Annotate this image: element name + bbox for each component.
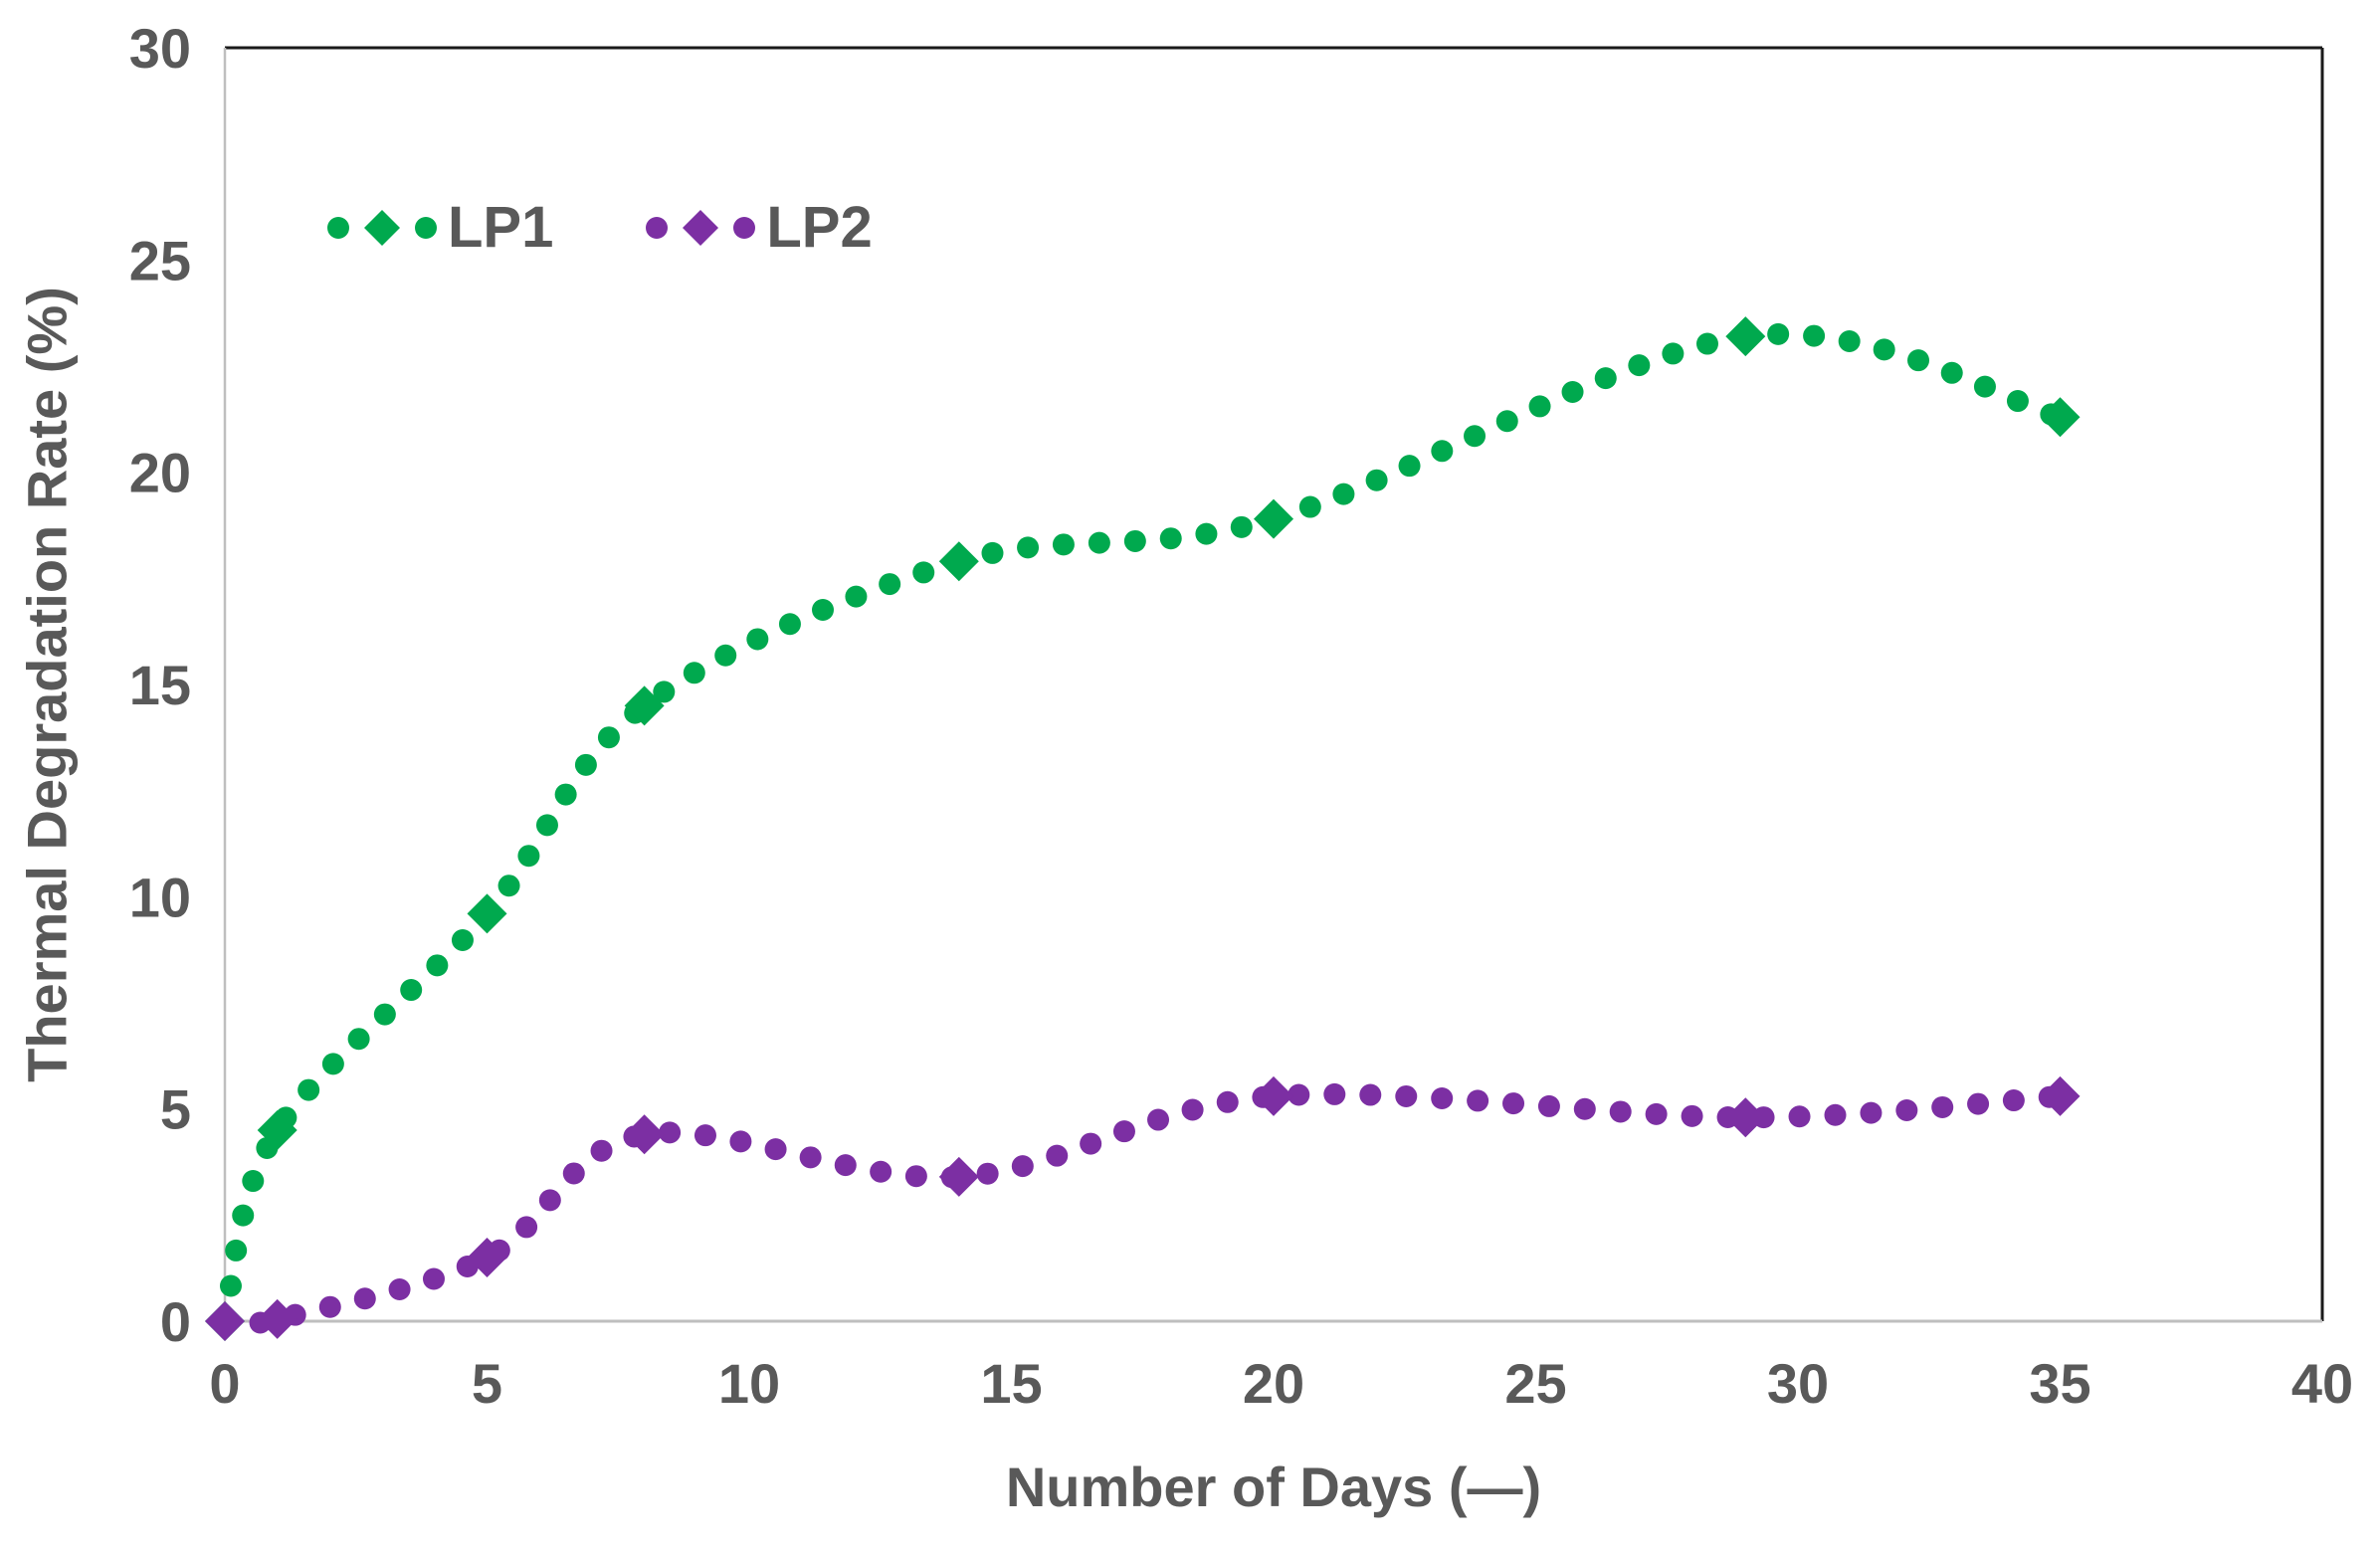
- x-tick-label: 5: [472, 1352, 502, 1415]
- lp2-dotted-line-marker-icon: [645, 204, 756, 252]
- x-tick-label: 20: [1243, 1352, 1304, 1415]
- y-tick-label: 10: [129, 866, 191, 928]
- x-tick-label: 0: [209, 1352, 240, 1415]
- x-axis-title: Number of Days (—): [1005, 1456, 1542, 1518]
- series-lp2: [205, 1075, 2081, 1341]
- y-tick-label: 25: [129, 229, 191, 291]
- y-tick-label: 15: [129, 654, 191, 716]
- x-tick-label: 30: [1767, 1352, 1829, 1415]
- y-tick-label: 30: [129, 17, 191, 80]
- x-tick-label: 10: [718, 1352, 780, 1415]
- y-axis-title: Thermal Degradation Rate (%): [15, 287, 79, 1082]
- legend: LP1 LP2: [326, 199, 873, 257]
- y-tick-label: 20: [129, 442, 191, 504]
- x-tick-label: 25: [1504, 1352, 1566, 1415]
- lp1-dotted-line-marker-icon: [326, 204, 438, 252]
- legend-item-lp1: LP1: [326, 199, 553, 257]
- x-tick-label: 40: [2291, 1352, 2353, 1415]
- legend-item-lp2: LP2: [645, 195, 873, 260]
- y-tick-label: 0: [160, 1290, 191, 1353]
- legend-label-lp1: LP1: [448, 195, 554, 260]
- x-tick-label: 35: [2029, 1352, 2090, 1415]
- y-tick-label: 5: [160, 1078, 191, 1141]
- legend-label-lp2: LP2: [766, 195, 873, 260]
- series-lp1: [205, 316, 2081, 1341]
- x-tick-label: 15: [980, 1352, 1042, 1415]
